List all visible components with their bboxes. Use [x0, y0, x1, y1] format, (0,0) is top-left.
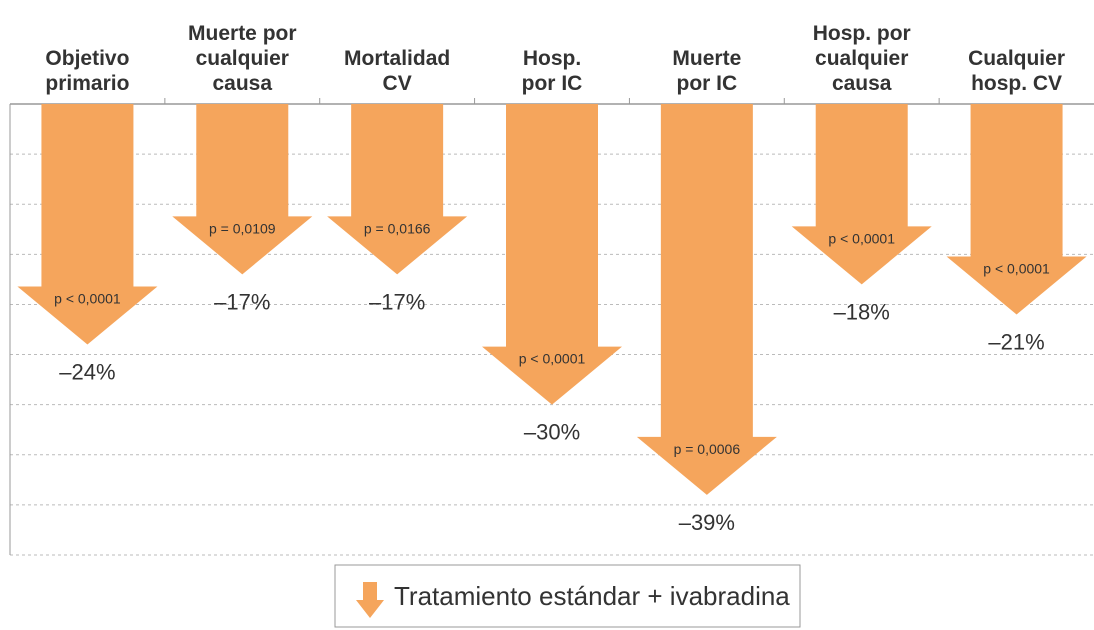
- arrow-bar: [636, 104, 777, 495]
- x-tick-label: Muerte por cualquier causa: [188, 22, 297, 95]
- arrow-bar: [327, 104, 468, 275]
- annotation: p < 0,0001: [828, 230, 895, 246]
- annotation: p = 0,0166: [364, 220, 431, 236]
- x-tick-label: Hosp. por cualquier causa: [813, 22, 911, 95]
- arrow-bar: [946, 104, 1087, 315]
- arrow-bar: [17, 104, 158, 345]
- arrow-bar: [791, 104, 932, 285]
- value-label: –21%: [988, 329, 1044, 354]
- value-label: –17%: [214, 289, 270, 314]
- x-tick-label: Cualquier hosp. CV: [968, 47, 1065, 95]
- x-tick-label: Hosp. por IC: [522, 47, 583, 95]
- annotation: p < 0,0001: [519, 351, 586, 367]
- annotation: p = 0,0006: [674, 441, 741, 457]
- annotation: p < 0,0001: [54, 291, 121, 307]
- legend-box: [334, 564, 801, 628]
- x-tick-label: Objetivo primario: [45, 47, 129, 95]
- legend-icon: [356, 582, 384, 618]
- value-label: –30%: [524, 420, 580, 445]
- x-tick-label: Muerte por IC: [672, 47, 741, 95]
- legend-label: Tratamiento estándar + ivabradina: [394, 581, 790, 611]
- value-label: –18%: [834, 299, 890, 324]
- annotation: p = 0,0109: [209, 220, 276, 236]
- annotation: p < 0,0001: [983, 260, 1050, 276]
- arrow-bar: [172, 104, 313, 275]
- value-label: –17%: [369, 289, 425, 314]
- x-tick-label: Mortalidad CV: [344, 47, 450, 95]
- value-label: –24%: [59, 360, 115, 385]
- value-label: –39%: [679, 510, 735, 535]
- arrow-bar: [482, 104, 622, 405]
